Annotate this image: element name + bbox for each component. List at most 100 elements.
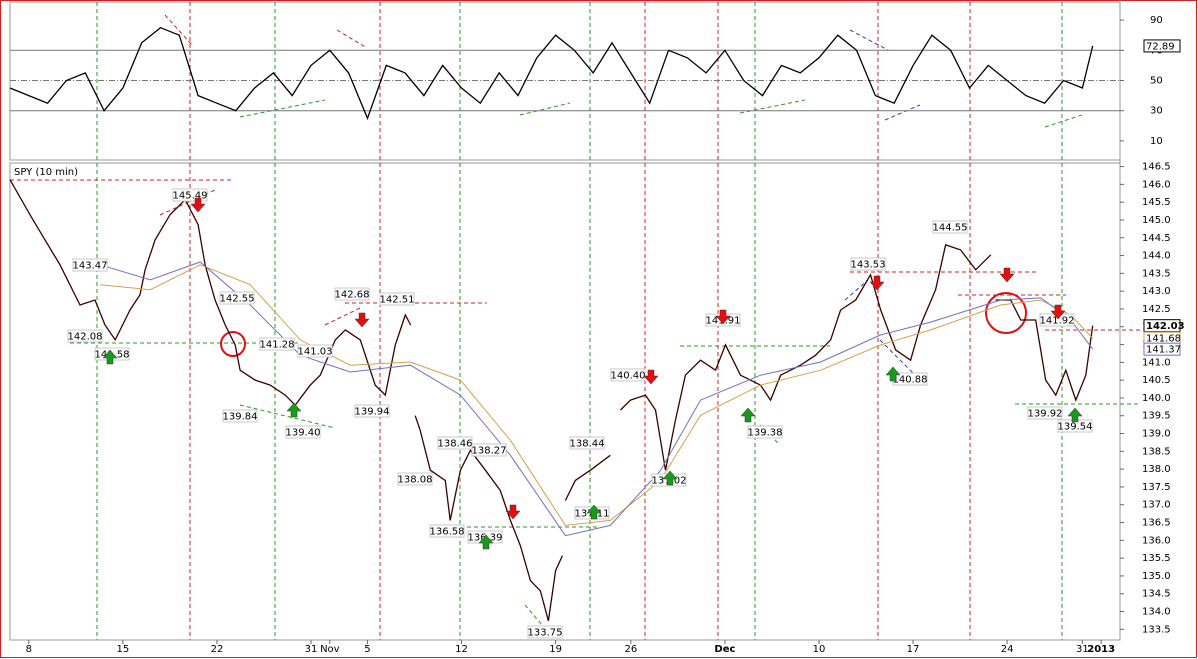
annotation: 139.40 — [286, 428, 321, 439]
buy-arrow — [1067, 407, 1083, 423]
annotation: 145.49 — [173, 191, 208, 202]
chart-title: SPY (10 min) — [14, 167, 78, 178]
annotation: 141.28 — [260, 340, 295, 351]
annotation: 141.92 — [1040, 316, 1075, 327]
y-tick-label: 134.5 — [1142, 589, 1171, 600]
cycle-lines — [96, 2, 1063, 640]
y-tick-label: 145.0 — [1142, 215, 1171, 226]
annotation-box — [285, 425, 321, 439]
x-tick-label: 26 — [624, 644, 637, 655]
annotation: 139.94 — [355, 407, 390, 418]
annotation-box — [397, 472, 433, 486]
y-tick-label: 140.0 — [1142, 393, 1171, 404]
last-value-tag: 141.68 — [1143, 331, 1181, 345]
y-tick-label: 50 — [1150, 76, 1163, 87]
buy-arrow — [662, 470, 678, 486]
y-tick-label: 136.5 — [1142, 518, 1171, 529]
annotation-box — [747, 425, 783, 439]
annotation: 138.44 — [570, 439, 605, 450]
annotation: 139.38 — [748, 428, 783, 439]
annotation: 139.84 — [223, 412, 258, 423]
x-tick-label: Nov — [320, 644, 340, 655]
highlight-circle — [985, 292, 1027, 334]
sell-arrow — [715, 309, 731, 325]
annotation: 136.58 — [430, 527, 465, 538]
y-tick-label: 141.0 — [1142, 357, 1171, 368]
sell-arrow — [999, 267, 1015, 283]
moving-average — [99, 261, 1094, 537]
annotation: 139.92 — [1028, 409, 1063, 420]
x-tick-label: 19 — [549, 644, 562, 655]
x-tick-label: 12 — [455, 644, 468, 655]
annotation: 138.27 — [472, 446, 507, 457]
annotation-box — [219, 291, 255, 305]
y-tick-label: 143.5 — [1142, 268, 1171, 279]
trend-line — [879, 339, 926, 386]
x-tick-label: 5 — [364, 644, 370, 655]
annotation: 140.88 — [893, 375, 928, 386]
y-tick-label: 133.5 — [1142, 624, 1171, 635]
x-tick-label: 31 — [1076, 644, 1089, 655]
rsi-trend-line — [239, 99, 326, 118]
trend-line — [759, 424, 779, 444]
annotation: 138.46 — [438, 439, 473, 450]
sell-arrow — [869, 275, 885, 291]
x-tick-label: 31 — [305, 644, 318, 655]
y-tick-label: 136.0 — [1142, 535, 1171, 546]
y-tick-label: 144.0 — [1142, 251, 1171, 262]
last-value-tag: 72.89 — [1143, 39, 1181, 53]
annotation-box — [1027, 406, 1063, 420]
buy-arrow — [286, 402, 302, 418]
annotation-box — [471, 443, 507, 457]
rsi-trend-line — [884, 104, 921, 121]
y-tick-label: 139.0 — [1142, 429, 1171, 440]
annotation: 133.75 — [528, 628, 563, 639]
y-tick-label: 140.5 — [1142, 375, 1171, 386]
buy-arrow — [885, 366, 901, 382]
sell-arrow — [643, 369, 659, 385]
y-tick-label: 10 — [1150, 136, 1163, 147]
x-tick-label: 8 — [26, 644, 32, 655]
x-tick-label: 15 — [117, 644, 130, 655]
buy-arrow — [586, 504, 602, 520]
trend-line — [239, 404, 336, 429]
x-tick-label: 24 — [1001, 644, 1014, 655]
moving-average — [100, 264, 1094, 526]
rsi-trend-line — [336, 29, 368, 49]
last-value-box — [1143, 342, 1181, 356]
last-value: 141.37 — [1146, 345, 1181, 356]
y-tick-label: 144.5 — [1142, 233, 1171, 244]
y-tick-label: 139.5 — [1142, 411, 1171, 422]
annotation-box — [569, 436, 605, 450]
rsi-trend-line — [1044, 113, 1086, 128]
y-tick-label: 138.0 — [1142, 464, 1171, 475]
annotation: 142.55 — [220, 294, 255, 305]
annotation: 141.03 — [298, 347, 333, 358]
y-tick-label: 137.0 — [1142, 500, 1171, 511]
y-tick-label: 90 — [1150, 15, 1163, 26]
y-tick-label: 146.5 — [1142, 162, 1171, 173]
x-tick-label: 10 — [813, 644, 826, 655]
annotation-box — [610, 368, 646, 382]
y-tick-label: 134.0 — [1142, 607, 1171, 618]
annotation: 140.40 — [611, 371, 646, 382]
annotation: 143.47 — [73, 261, 108, 272]
annotation-box — [527, 625, 563, 639]
last-value: 142.03 — [1146, 321, 1185, 332]
sell-arrow — [505, 504, 521, 520]
y-tick-label: 137.5 — [1142, 482, 1171, 493]
x-tick-label: 17 — [907, 644, 920, 655]
trend-line — [844, 279, 869, 301]
rsi-trend-line — [519, 102, 571, 116]
buy-arrow — [478, 534, 494, 550]
annotation-box — [72, 258, 108, 272]
last-value-tag: 142.03 — [1143, 319, 1185, 333]
annotation: 139.54 — [1058, 422, 1093, 433]
annotation: 144.55 — [933, 223, 968, 234]
annotation-box — [379, 292, 415, 306]
x-tick-label: 22 — [211, 644, 224, 655]
x-tick-label: 2013 — [1087, 644, 1115, 655]
price-line — [9, 179, 1094, 621]
